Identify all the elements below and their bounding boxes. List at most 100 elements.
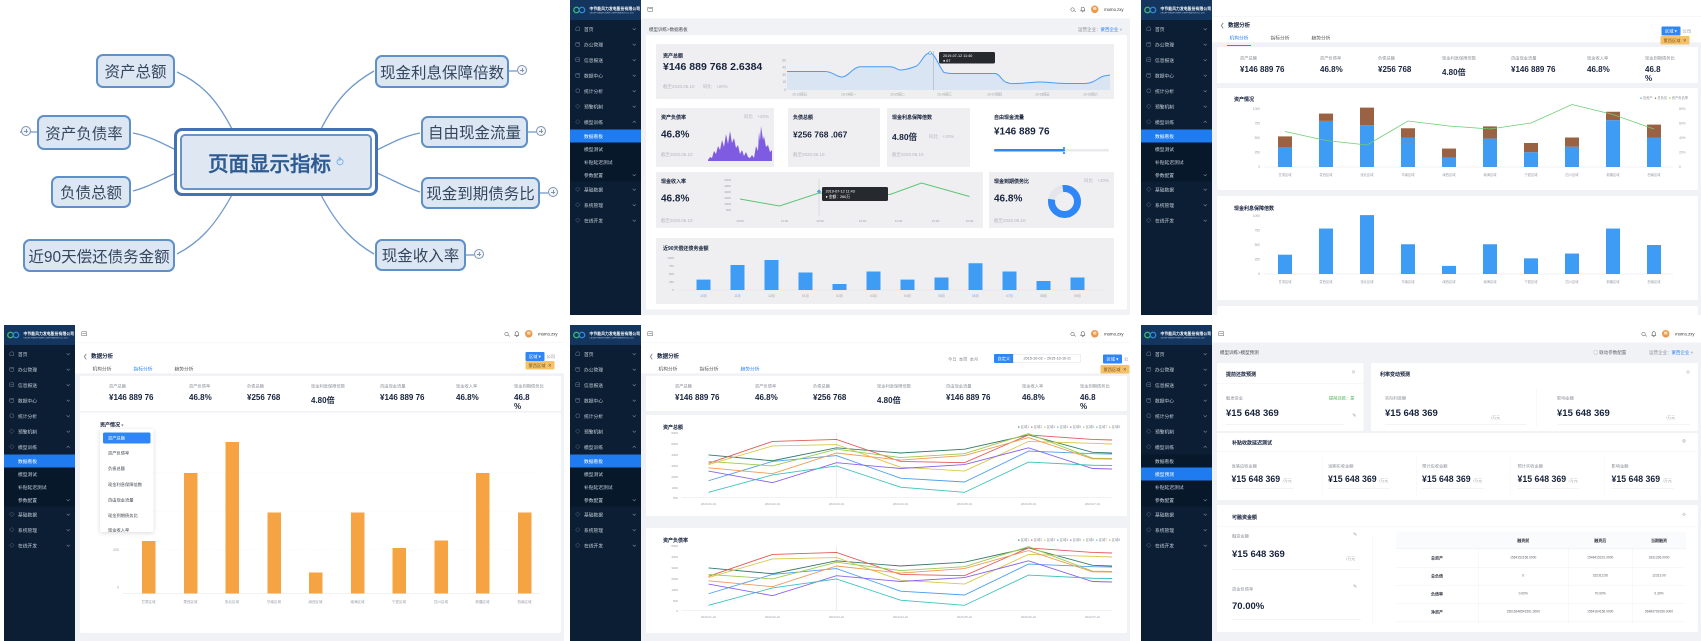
svg-text:60: 60 — [782, 59, 786, 63]
svg-text:南海区域: 南海区域 — [1484, 172, 1498, 177]
svg-text:5000: 5000 — [671, 442, 678, 446]
svg-text:05月: 05月 — [938, 294, 945, 298]
svg-text:2020-04-01: 2020-04-01 — [893, 502, 909, 506]
svg-text:2020-07-01: 2020-07-01 — [1085, 615, 1101, 619]
svg-text:250: 250 — [1255, 151, 1261, 155]
svg-text:张北区域: 张北区域 — [1361, 172, 1375, 177]
svg-text:5000: 5000 — [671, 544, 678, 548]
svg-text:5000: 5000 — [724, 178, 731, 182]
svg-text:12:00: 12:00 — [816, 219, 824, 223]
svg-text:750: 750 — [1255, 122, 1261, 126]
svg-text:1000: 1000 — [671, 588, 678, 592]
svg-text:● 金额：260万: ● 金额：260万 — [826, 194, 851, 199]
svg-text:2020-01-01: 2020-01-01 — [701, 615, 717, 619]
svg-text:1000: 1000 — [1253, 107, 1260, 111]
svg-text:0: 0 — [117, 586, 119, 590]
svg-text:蒙西区域: 蒙西区域 — [184, 599, 198, 604]
svg-text:宁夏区域: 宁夏区域 — [1525, 172, 1539, 177]
svg-text:1000: 1000 — [1253, 214, 1260, 218]
svg-text:500: 500 — [673, 496, 678, 500]
svg-text:宁夏区域: 宁夏区域 — [392, 599, 406, 604]
svg-text:新疆区域: 新疆区域 — [476, 599, 490, 604]
svg-text:16:00: 16:00 — [966, 219, 974, 223]
svg-text:40%: 40% — [1679, 136, 1686, 140]
svg-text:07月: 07月 — [1006, 294, 1013, 298]
svg-text:1000: 1000 — [667, 256, 674, 260]
svg-text:华南区域: 华南区域 — [267, 599, 281, 604]
svg-text:15:00: 15:00 — [932, 219, 940, 223]
svg-text:2000: 2000 — [671, 577, 678, 581]
svg-text:2020-04-01: 2020-04-01 — [893, 615, 909, 619]
svg-text:60%: 60% — [1679, 122, 1686, 126]
svg-text:1000: 1000 — [724, 202, 731, 206]
svg-text:250: 250 — [669, 280, 674, 284]
svg-text:张北区域: 张北区域 — [225, 599, 239, 604]
svg-text:1000: 1000 — [671, 486, 678, 490]
svg-text:华南区域: 华南区域 — [1402, 279, 1416, 284]
svg-text:0: 0 — [672, 288, 674, 292]
svg-text:新疆区域: 新疆区域 — [1607, 279, 1621, 284]
svg-text:750: 750 — [669, 264, 674, 268]
svg-text:2020-06-01: 2020-06-01 — [1021, 502, 1037, 506]
svg-text:四川区域: 四川区域 — [434, 599, 448, 604]
svg-text:10-27周四: 10-27周四 — [987, 92, 1002, 97]
svg-text:2020-02-01: 2020-02-01 — [765, 615, 781, 619]
svg-text:15: 15 — [782, 80, 786, 84]
svg-text:闽西区域: 闽西区域 — [309, 599, 323, 604]
svg-text:0: 0 — [676, 609, 678, 613]
svg-text:04月: 04月 — [904, 294, 911, 298]
svg-text:2020-01-01: 2020-01-01 — [701, 502, 717, 506]
svg-text:宁夏区域: 宁夏区域 — [1525, 279, 1539, 284]
svg-text:500: 500 — [669, 272, 674, 276]
svg-text:11:00: 11:00 — [781, 219, 789, 223]
svg-text:10-23周日: 10-23周日 — [792, 92, 807, 97]
svg-text:3000: 3000 — [671, 566, 678, 570]
svg-text:2019-07-12 11:43: 2019-07-12 11:43 — [826, 190, 855, 194]
svg-text:6000: 6000 — [671, 431, 678, 435]
svg-text:西南区域: 西南区域 — [1648, 172, 1662, 177]
svg-text:01月: 01月 — [802, 294, 809, 298]
svg-text:2020-07-01: 2020-07-01 — [1085, 502, 1101, 506]
svg-text:闽西区域: 闽西区域 — [1443, 279, 1457, 284]
svg-text:3000: 3000 — [724, 190, 731, 194]
svg-text:10-26周三: 10-26周三 — [937, 92, 953, 97]
svg-text:10-24周一: 10-24周一 — [841, 92, 857, 97]
svg-text:4000: 4000 — [671, 453, 678, 457]
svg-text:西南区域: 西南区域 — [518, 599, 532, 604]
svg-text:500: 500 — [726, 208, 731, 212]
svg-text:蒙西区域: 蒙西区域 — [1320, 279, 1334, 284]
svg-text:11月: 11月 — [734, 294, 741, 298]
svg-text:四川区域: 四川区域 — [1566, 279, 1580, 284]
svg-text:13:00: 13:00 — [859, 219, 867, 223]
svg-text:750: 750 — [1255, 229, 1261, 233]
svg-text:甘肃区域: 甘肃区域 — [1279, 172, 1293, 177]
svg-text:0: 0 — [784, 88, 786, 92]
svg-text:30: 30 — [782, 73, 786, 77]
svg-text:500: 500 — [1255, 243, 1261, 247]
svg-text:4000: 4000 — [724, 184, 731, 188]
svg-text:四川区域: 四川区域 — [1566, 172, 1580, 177]
svg-text:10-29周六: 10-29周六 — [1083, 92, 1099, 97]
svg-text:4000: 4000 — [671, 555, 678, 559]
svg-text:2000: 2000 — [671, 475, 678, 479]
svg-text:甘肃区域: 甘肃区域 — [142, 599, 156, 604]
svg-text:● 67: ● 67 — [943, 59, 950, 63]
svg-text:甘肃区域: 甘肃区域 — [1279, 279, 1293, 284]
svg-text:2020-06-01: 2020-06-01 — [1021, 615, 1037, 619]
svg-text:0: 0 — [1258, 165, 1260, 169]
svg-text:09月: 09月 — [1074, 294, 1081, 298]
svg-text:张北区域: 张北区域 — [1361, 279, 1375, 284]
svg-text:20%: 20% — [1679, 151, 1686, 155]
svg-text:蒙西区域: 蒙西区域 — [1320, 172, 1334, 177]
svg-text:40: 40 — [782, 66, 786, 70]
svg-text:2020-02-01: 2020-02-01 — [765, 502, 781, 506]
svg-text:2020-05-01: 2020-05-01 — [957, 502, 973, 506]
svg-text:250: 250 — [1255, 258, 1261, 262]
svg-text:12月: 12月 — [768, 294, 775, 298]
svg-text:500: 500 — [1255, 136, 1261, 140]
svg-text:西南区域: 西南区域 — [1648, 279, 1662, 284]
svg-text:2019-07-12 11:40: 2019-07-12 11:40 — [943, 54, 972, 58]
svg-text:10-28周五: 10-28周五 — [1035, 92, 1051, 97]
svg-text:南海区域: 南海区域 — [1484, 279, 1498, 284]
svg-text:02月: 02月 — [836, 294, 843, 298]
